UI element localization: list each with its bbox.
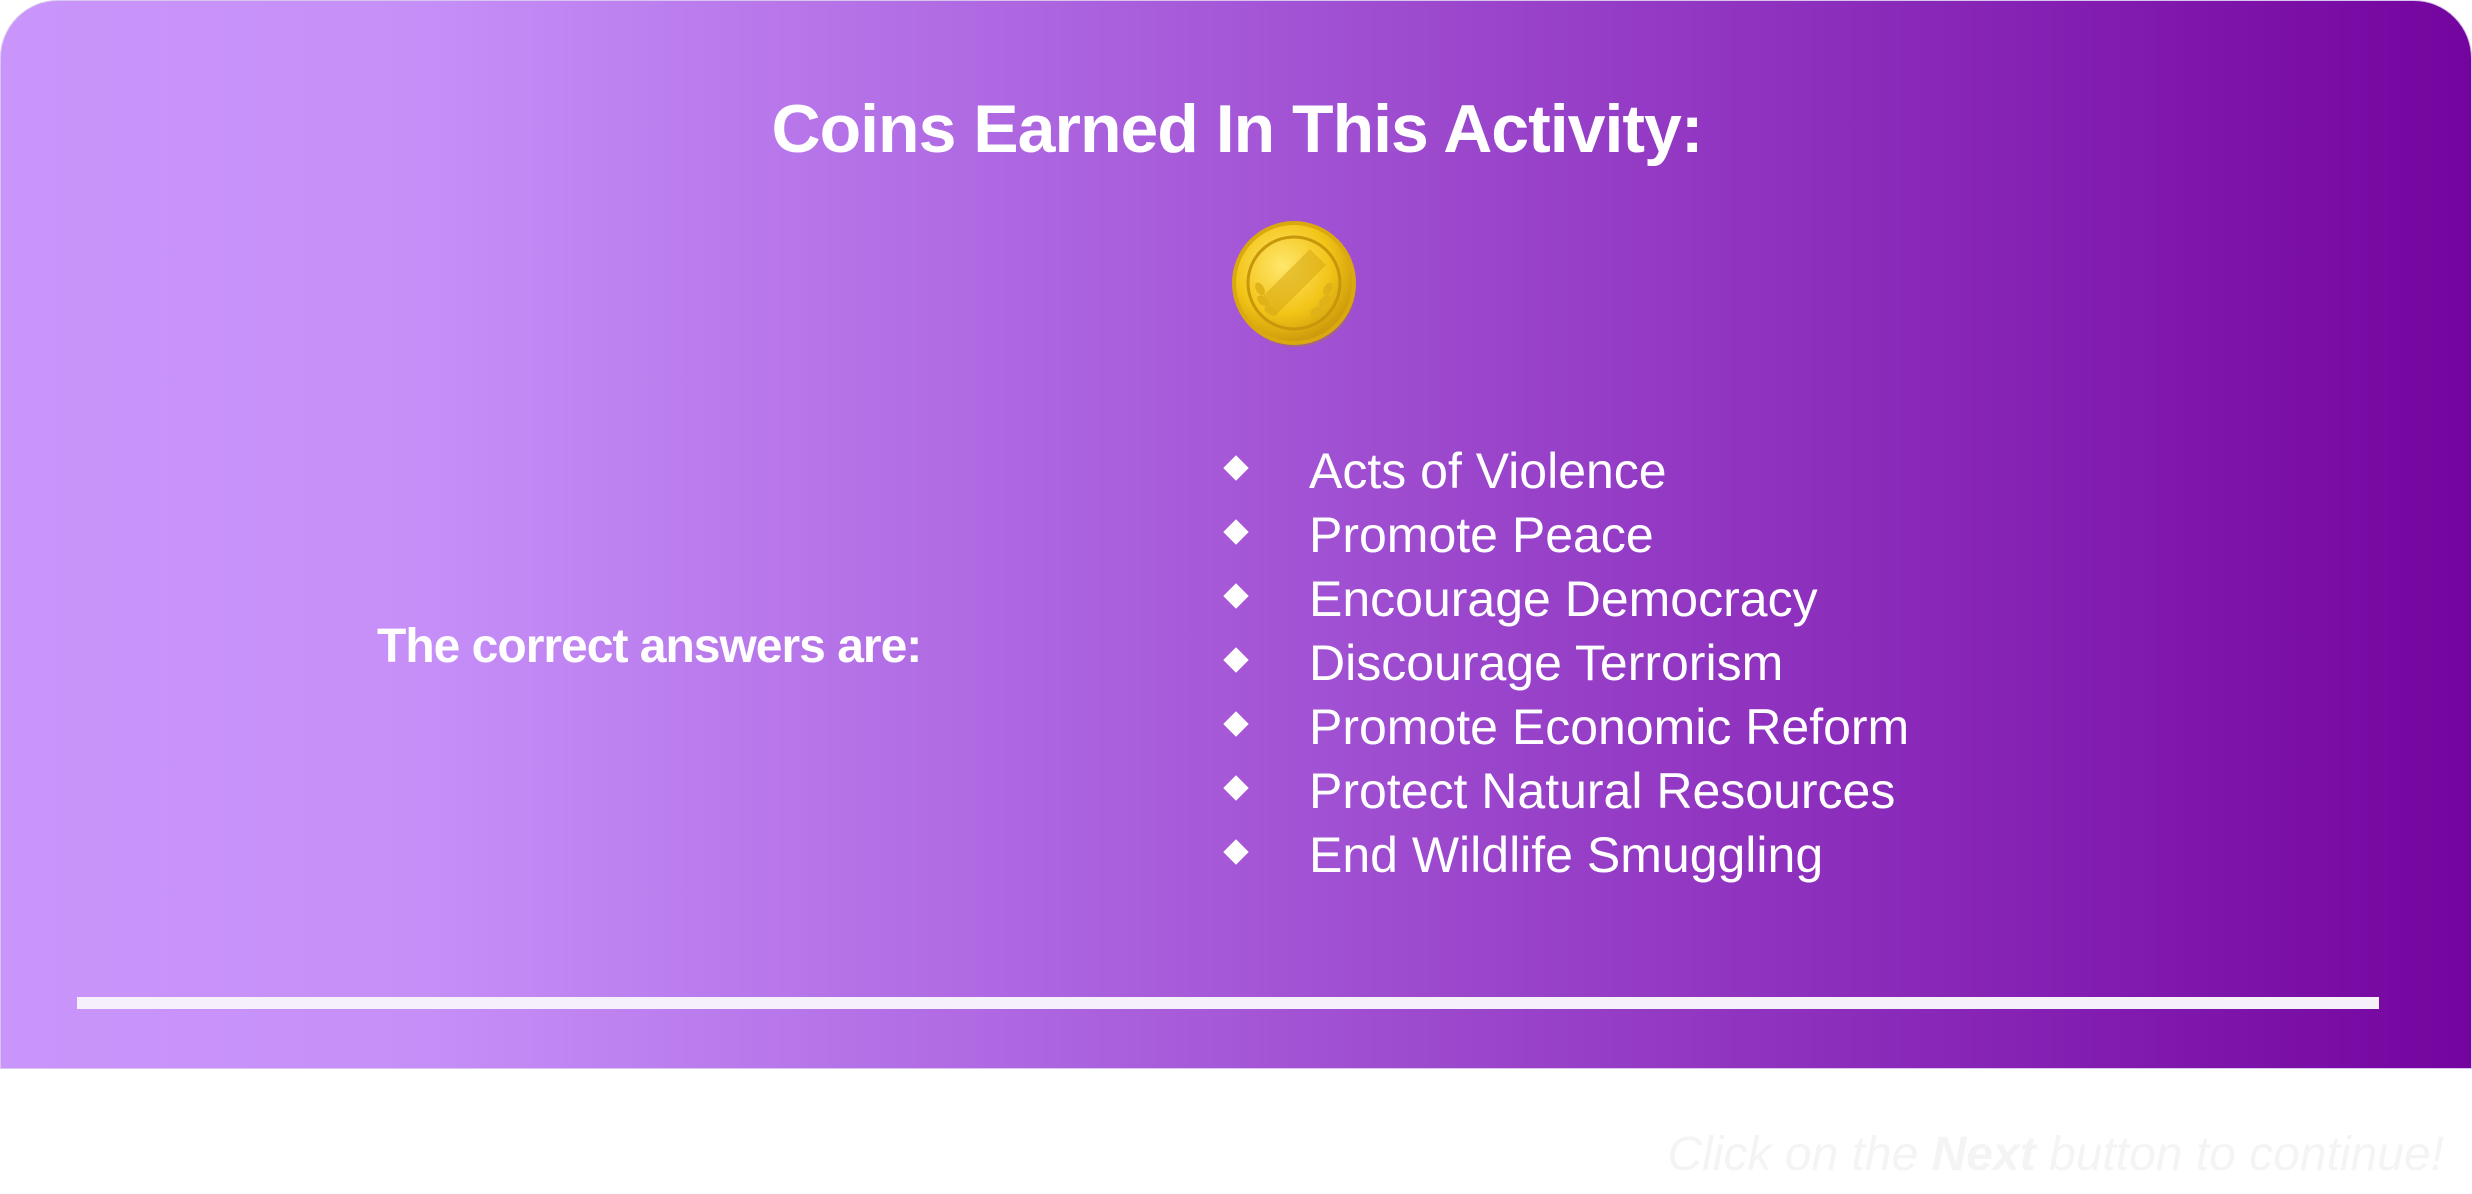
list-item: Discourage Terrorism [1219,631,2119,695]
list-item: Encourage Democracy [1219,567,2119,631]
diamond-bullet-icon [1223,519,1249,545]
answer-text: End Wildlife Smuggling [1309,827,1824,883]
results-panel: Coins Earned In This Activity: [0,0,2472,1069]
correct-answers-label: The correct answers are: [377,620,922,673]
diamond-bullet-icon [1223,647,1249,673]
list-item: Protect Natural Resources [1219,759,2119,823]
diamond-bullet-icon [1223,775,1249,801]
diamond-bullet-icon [1223,583,1249,609]
list-item: End Wildlife Smuggling [1219,823,2119,887]
answer-text: Acts of Violence [1309,443,1667,499]
continue-hint: Click on the Next button to continue! [1668,1125,2444,1185]
answer-text: Discourage Terrorism [1309,635,1784,691]
hint-prefix: Click on the [1667,1128,1932,1181]
list-item: Promote Economic Reform [1219,695,2119,759]
answer-text: Promote Peace [1309,507,1654,563]
hint-suffix: button to continue! [2035,1128,2444,1181]
answer-list: Acts of Violence Promote Peace Encourage… [1219,439,2119,887]
list-item: Acts of Violence [1219,439,2119,503]
divider [77,997,2379,1009]
answer-text: Promote Economic Reform [1309,699,1910,755]
gold-coin-icon [1230,219,1358,347]
answer-text: Encourage Democracy [1309,571,1818,627]
list-item: Promote Peace [1219,503,2119,567]
hint-emphasis: Next [1931,1128,2036,1181]
diamond-bullet-icon [1223,455,1249,481]
diamond-bullet-icon [1223,839,1249,865]
diamond-bullet-icon [1223,711,1249,737]
answer-text: Protect Natural Resources [1309,763,1896,819]
page-title: Coins Earned In This Activity: [771,91,1704,167]
